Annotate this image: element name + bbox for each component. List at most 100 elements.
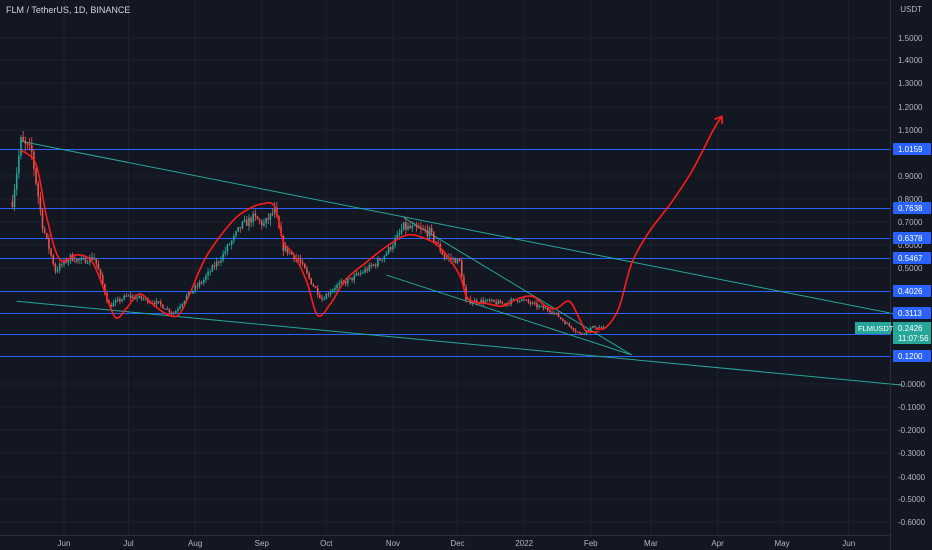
candle-body [291, 252, 293, 255]
candle-body [95, 258, 98, 264]
candle-body [308, 272, 310, 278]
candle-body [491, 299, 493, 301]
y-tick-label: 0.6000 [898, 241, 923, 250]
candle-body [99, 269, 102, 276]
candle-body [179, 306, 181, 309]
candle-body [252, 213, 254, 223]
candle-body [136, 297, 138, 300]
candle-body [299, 259, 302, 263]
candle-body [233, 235, 235, 241]
candle-body [140, 296, 143, 299]
price-axis[interactable]: 1.5000 1.4000 1.3000 1.2000 1.1000 0.9000 0.80… [890, 0, 926, 550]
candle-body [54, 264, 57, 272]
candle-body [73, 260, 76, 262]
candle-body [430, 227, 433, 233]
candle-body [271, 213, 274, 215]
candle-body [596, 327, 598, 329]
candle-body [61, 264, 63, 266]
candle-body [15, 173, 18, 190]
time-axis[interactable]: Jun Jul Aug Sep Oct Nov Dec 2022 Feb Mar Apr May Jun [0, 535, 890, 549]
candle-body [338, 283, 340, 285]
level-badge [893, 202, 931, 214]
candle-body [198, 282, 201, 287]
candle-body [488, 299, 491, 301]
candle-body [370, 264, 373, 266]
last-price-value: 0.2426 [898, 324, 923, 333]
candle-body [417, 227, 420, 229]
price-badges: 1.01590.76380.63780.54670.40260.31130.22… [855, 143, 931, 362]
level-badge [893, 143, 931, 155]
candle-body [43, 228, 46, 234]
candle-body [67, 260, 70, 263]
candle-body [581, 333, 583, 335]
candle-body [420, 228, 422, 230]
candle-body [306, 268, 308, 273]
candle-body [572, 328, 575, 331]
candle-body [379, 259, 381, 261]
candle-body [316, 288, 319, 295]
candle-body [452, 258, 454, 260]
candle-body [170, 312, 173, 314]
level-badge [893, 232, 931, 244]
candle-body [568, 323, 571, 326]
candle-body [445, 257, 448, 259]
candle-body [157, 301, 160, 303]
candle-body [112, 302, 115, 307]
x-tick-label: Mar [644, 539, 658, 548]
candle-body [562, 318, 564, 321]
candle-body [329, 292, 332, 295]
grid [0, 0, 890, 535]
y-tick-label: -0.6000 [898, 518, 926, 527]
candle-body [411, 225, 414, 229]
candle-body [230, 240, 233, 245]
candle-body [407, 225, 409, 230]
x-tick-label: Nov [386, 539, 400, 548]
candle-body [415, 225, 418, 228]
candle-body [437, 243, 439, 245]
candle-body [35, 168, 37, 184]
y-tick-label: -0.4000 [898, 473, 926, 482]
projection-arrow[interactable] [594, 114, 724, 331]
candle-body [450, 257, 452, 260]
candle-body [282, 236, 285, 251]
candle-body [433, 232, 435, 242]
wave-drawing[interactable] [20, 149, 600, 334]
last-price-badge [893, 322, 931, 344]
symbol-title: FLM / TetherUS, 1D, BINANCE [6, 5, 131, 15]
candle-body [600, 327, 603, 329]
candle-body [441, 251, 444, 255]
trendline [20, 140, 903, 316]
candle-body [602, 326, 605, 328]
candle-body [200, 282, 203, 284]
candle-body [344, 281, 347, 284]
candle-body [359, 272, 362, 275]
candle-body [551, 312, 553, 314]
y-tick-label: -0.1000 [898, 403, 926, 412]
candle-body [463, 276, 465, 288]
candle-body [478, 303, 480, 305]
candle-body [304, 263, 306, 269]
trendlines[interactable] [16, 140, 903, 386]
candle-body [265, 218, 267, 224]
candle-body [319, 294, 321, 298]
candle-body [540, 305, 543, 307]
candle-body [364, 269, 366, 273]
candle-body [175, 310, 177, 314]
candle-body [164, 308, 166, 310]
candle-body [495, 301, 497, 305]
candle-body [235, 231, 237, 236]
candle-body [121, 299, 123, 302]
candle-body [357, 273, 360, 275]
candle-body [400, 230, 403, 234]
candle-body [153, 302, 156, 305]
candle-body [336, 284, 338, 289]
candle-body [258, 219, 261, 221]
candle-body [385, 253, 388, 256]
y-tick-label: -0.3000 [898, 449, 926, 458]
countdown-label: 11:07:56 [898, 334, 929, 343]
projection-curve [594, 115, 723, 331]
candle-body [566, 323, 568, 325]
horizontal-levels[interactable] [0, 149, 890, 357]
candle-body [93, 258, 95, 260]
